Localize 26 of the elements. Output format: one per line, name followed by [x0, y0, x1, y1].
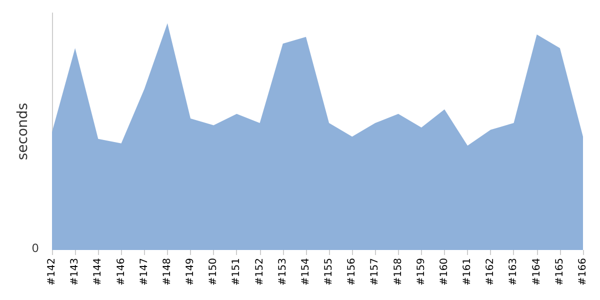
x-tick-label: #149	[185, 258, 196, 286]
x-tick-label: #154	[300, 258, 312, 286]
x-tick-label: #161	[462, 258, 474, 286]
x-tick-label: #164	[531, 258, 542, 286]
x-tick-label: #146	[116, 258, 127, 286]
x-tick-label: #148	[162, 258, 173, 286]
x-tick-label: #165	[554, 258, 566, 286]
text: 0	[32, 241, 39, 255]
x-tick-label: #166	[578, 258, 588, 286]
x-tick-label: #143	[70, 258, 81, 286]
x-tick-label: #152	[254, 258, 266, 286]
x-tick-label: #163	[508, 258, 520, 286]
x-tick-label: #142	[46, 258, 58, 286]
x-tick-label: #156	[346, 258, 358, 286]
x-tick-label: #144	[92, 258, 104, 286]
x-tick-label: #162	[485, 258, 496, 286]
x-tick-label: #151	[231, 258, 242, 286]
x-tick-label: #160	[438, 258, 450, 286]
x-tick-label: #158	[392, 258, 404, 286]
x-tick-label: #157	[370, 258, 381, 286]
x-tick-label: #155	[324, 258, 335, 286]
x-tick-label: #159	[416, 258, 427, 286]
y-axis-title: seconds	[15, 102, 31, 160]
x-tick-label: #147	[138, 258, 150, 286]
x-tick-label: #150	[208, 258, 220, 286]
x-tick-label: #153	[277, 258, 288, 286]
